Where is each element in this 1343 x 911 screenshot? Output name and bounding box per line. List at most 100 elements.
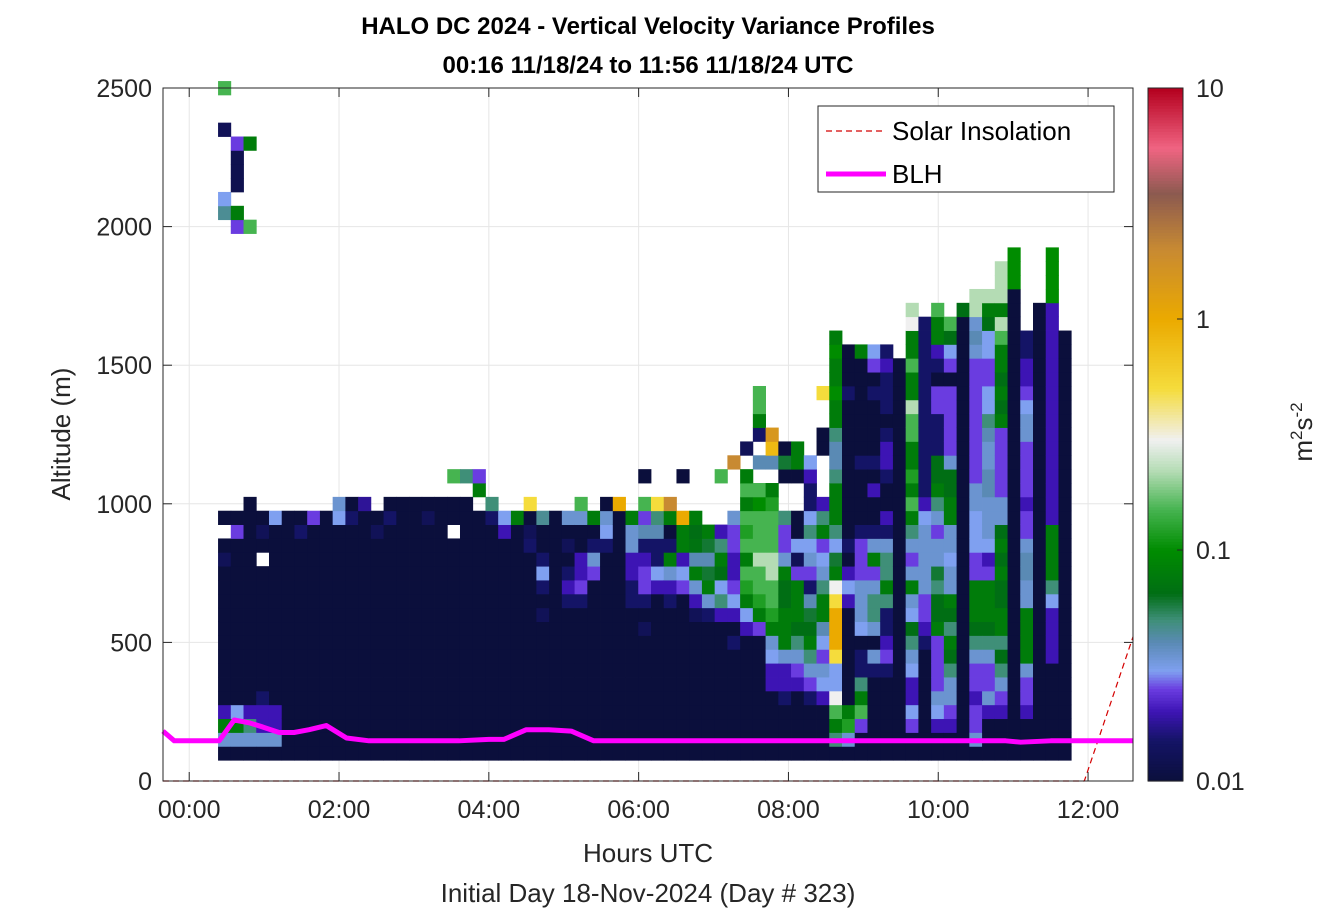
colorbar-segment	[1148, 191, 1183, 196]
heatmap-cell	[459, 524, 474, 539]
heatmap-cell	[829, 663, 843, 678]
colorbar-segment	[1148, 215, 1183, 219]
heatmap-cell	[536, 746, 550, 761]
colorbar-segment	[1148, 757, 1183, 762]
heatmap-cell	[612, 677, 626, 692]
heatmap-cell	[370, 649, 384, 664]
heatmap-cell	[256, 704, 270, 720]
colorbar-segment	[1148, 108, 1183, 112]
heatmap-cell	[281, 690, 295, 706]
heatmap-cell	[905, 302, 919, 318]
heatmap-cell	[956, 510, 970, 525]
heatmap-cell	[956, 552, 970, 567]
heatmap-cell	[689, 635, 703, 650]
heatmap-cell	[663, 510, 677, 525]
colorbar-segment	[1148, 269, 1183, 274]
heatmap-cell	[956, 677, 970, 692]
heatmap-cell	[230, 136, 244, 151]
heatmap-cell	[816, 635, 830, 650]
heatmap-cell	[332, 704, 346, 720]
heatmap-cell	[638, 690, 652, 706]
heatmap-cell	[472, 649, 486, 664]
heatmap-cell	[880, 344, 894, 359]
heatmap-cell	[218, 593, 232, 609]
colorbar-segment	[1148, 171, 1183, 176]
heatmap-cell	[803, 496, 817, 512]
heatmap-cell	[867, 469, 881, 484]
heatmap-cell	[842, 344, 856, 359]
heatmap-cell	[523, 621, 537, 636]
heatmap-cell	[752, 552, 766, 567]
colorbar-segment	[1148, 622, 1183, 626]
heatmap-cell	[854, 496, 868, 512]
heatmap-cell	[892, 510, 907, 525]
colorbar-segment	[1148, 90, 1183, 95]
heatmap-cell	[345, 718, 359, 733]
heatmap-cell	[1058, 427, 1072, 442]
heatmap-cell	[1033, 607, 1047, 623]
heatmap-cell	[345, 635, 359, 650]
heatmap-cell	[1020, 385, 1034, 401]
heatmap-cell	[689, 510, 703, 525]
heatmap-cell	[612, 607, 626, 623]
heatmap-cell	[523, 538, 537, 553]
heatmap-cell	[625, 704, 639, 720]
heatmap-cell	[358, 524, 372, 539]
heatmap-cell	[1007, 455, 1021, 470]
heatmap-cell	[905, 483, 919, 498]
heatmap-cell	[485, 704, 499, 720]
heatmap-cell	[218, 704, 232, 720]
heatmap-cell	[956, 455, 970, 470]
heatmap-cell	[574, 677, 588, 692]
colorbar-segment	[1148, 440, 1183, 444]
colorbar-segment	[1148, 674, 1183, 678]
heatmap-cell	[905, 399, 919, 415]
heatmap-cell	[956, 580, 970, 595]
colorbar-segment	[1148, 639, 1183, 643]
heatmap-cell	[358, 635, 372, 650]
heatmap-cell	[676, 704, 690, 720]
colorbar-segment	[1148, 613, 1183, 618]
heatmap-cell	[268, 732, 283, 747]
heatmap-cell	[472, 690, 486, 706]
colorbar-segment	[1148, 688, 1183, 693]
heatmap-cell	[867, 663, 881, 678]
heatmap-cell	[803, 718, 817, 733]
heatmap-cell	[638, 593, 652, 609]
heatmap-cell	[561, 690, 575, 706]
heatmap-cell	[880, 483, 894, 498]
heatmap-cell	[1045, 718, 1059, 733]
heatmap-cell	[396, 538, 410, 553]
heatmap-cell	[243, 552, 257, 567]
heatmap-cell	[447, 635, 461, 650]
heatmap-cell	[867, 566, 881, 581]
heatmap-cell	[1033, 663, 1047, 678]
heatmap-cell	[969, 593, 983, 609]
heatmap-cell	[778, 704, 792, 720]
colorbar-segment	[1148, 402, 1183, 407]
heatmap-cell	[982, 566, 996, 581]
heatmap-cell	[523, 607, 537, 623]
heatmap-cell	[638, 524, 652, 539]
heatmap-cell	[892, 677, 907, 692]
heatmap-cell	[943, 593, 957, 609]
heatmap-cell	[1045, 635, 1059, 650]
colorbar-segment	[1148, 177, 1183, 181]
heatmap-cell	[230, 552, 244, 567]
colorbar-segment	[1148, 388, 1183, 392]
colorbar-segment	[1148, 327, 1183, 332]
heatmap-cell	[982, 302, 996, 318]
heatmap-cell	[931, 441, 945, 456]
colorbar-segment	[1148, 347, 1183, 352]
heatmap-cell	[994, 358, 1008, 373]
heatmap-cell	[358, 704, 372, 720]
heatmap-cell	[676, 718, 690, 733]
heatmap-cell	[778, 469, 792, 484]
heatmap-cell	[218, 205, 232, 221]
heatmap-cell	[472, 469, 486, 484]
heatmap-cell	[1058, 344, 1072, 359]
heatmap-cell	[994, 372, 1008, 387]
heatmap-cell	[880, 538, 894, 553]
heatmap-cell	[625, 621, 639, 636]
heatmap-cell	[421, 496, 435, 512]
